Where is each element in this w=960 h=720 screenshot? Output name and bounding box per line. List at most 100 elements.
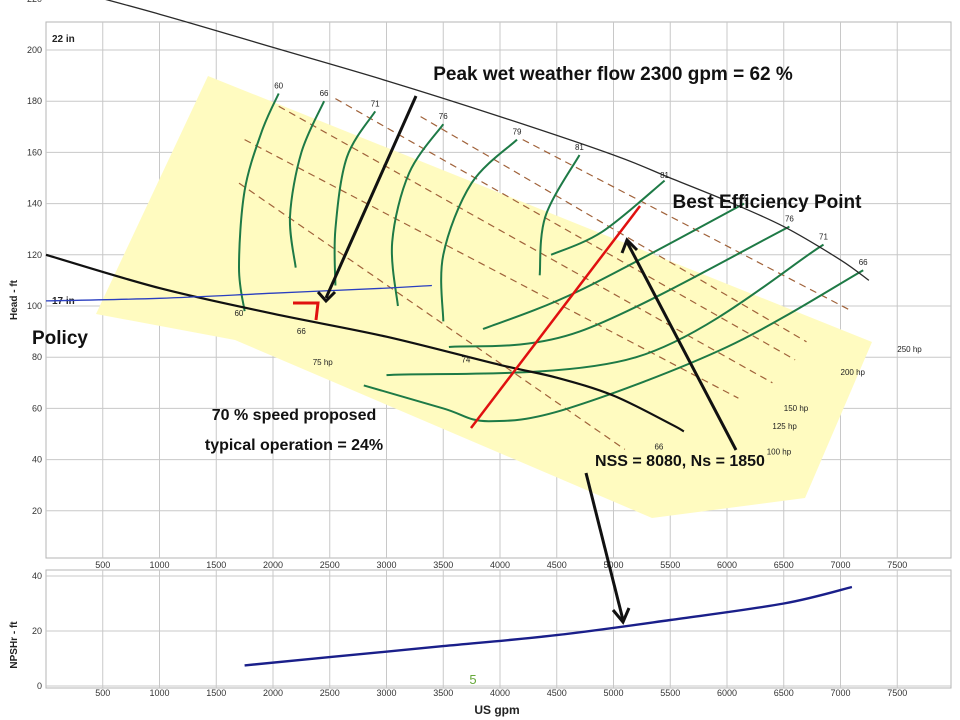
efficiency-curve	[363, 269, 864, 423]
efficiency-curve	[440, 138, 518, 322]
efficiency-label: 81	[575, 143, 584, 152]
bep-annotation: Best Efficiency Point	[673, 192, 863, 213]
peak-flow-arrowhead	[316, 290, 337, 304]
power-line-label: 100 hp	[767, 447, 792, 456]
x-tick-label: 1500	[206, 560, 226, 570]
efficiency-curve	[550, 179, 666, 256]
y-tick-label: 160	[27, 147, 42, 157]
y-tick-label: 80	[32, 352, 42, 362]
npsh-plot-area	[45, 569, 952, 689]
x-tick-label: 4500	[547, 688, 567, 698]
x-tick-label: 5500	[660, 688, 680, 698]
impeller-label-22in: 22 in	[52, 34, 75, 45]
x-tick-label: 5500	[660, 560, 680, 570]
system-curve	[45, 284, 432, 302]
efficiency-curve	[482, 202, 745, 330]
speed-annotation-line2: typical operation = 24%	[205, 437, 383, 454]
system-curve-layer	[45, 284, 432, 302]
x-tick-label: 5000	[603, 560, 623, 570]
head-axis-label: Head - ft	[9, 279, 20, 320]
efficiency-label: 66	[859, 258, 868, 267]
power-line	[238, 182, 626, 450]
x-tick-label: 2500	[320, 560, 340, 570]
x-tick-label: 6500	[774, 688, 794, 698]
impeller-curve-22in	[105, 0, 870, 281]
y-tick-label: 200	[27, 45, 42, 55]
x-tick-label: 500	[95, 560, 110, 570]
x-tick-label: 7000	[830, 560, 850, 570]
x-tick-label: 3000	[376, 688, 396, 698]
efficiency-label: 66	[297, 327, 306, 336]
efficiency-label: 71	[371, 99, 380, 108]
efficiency-label: 79	[740, 194, 749, 203]
efficiency-label: 74	[461, 355, 470, 364]
npshr-curve-layer	[244, 585, 853, 667]
bep-arrow	[625, 241, 738, 451]
chart-labels: 60 66 71 76 79 81 81 79 76 71 66 60 66 74 66	[234, 81, 868, 451]
power-line-label: 150 hp	[784, 404, 809, 413]
x-tick-label: 4000	[490, 560, 510, 570]
power-line	[522, 139, 853, 312]
y-tick-label: 60	[32, 403, 42, 413]
x-tick-label: 3500	[433, 688, 453, 698]
y-tick-label: 120	[27, 250, 42, 260]
x-tick-label: 4000	[490, 688, 510, 698]
y-tick-label: 220	[27, 0, 42, 4]
nss-arrow	[584, 472, 625, 621]
power-line-label: 200 hp	[841, 368, 866, 377]
flow-axis-label: US gpm	[474, 703, 519, 717]
x-tick-label: 2500	[320, 688, 340, 698]
efficiency-label: 71	[819, 232, 828, 241]
efficiency-curve	[386, 243, 825, 377]
efficiency-curves	[237, 93, 864, 423]
x-tick-label: 6000	[717, 688, 737, 698]
x-tick-label: 3500	[433, 560, 453, 570]
efficiency-label: 66	[320, 89, 329, 98]
npshr-axis-label: NPSHr - ft	[9, 621, 20, 669]
peak-flow-arrow	[324, 95, 418, 299]
bep-line	[470, 205, 641, 429]
efficiency-curve	[538, 154, 581, 276]
y-tick-label: 180	[27, 96, 42, 106]
x-tick-label: 1000	[149, 560, 169, 570]
efficiency-curve	[237, 93, 280, 312]
efficiency-curve	[448, 225, 790, 348]
x-tick-label: 4500	[547, 560, 567, 570]
speed-annotation-line1: 70 % speed proposed	[212, 407, 377, 424]
y-tick-label: 40	[32, 571, 42, 581]
power-line-label: 125 hp	[772, 422, 797, 431]
efficiency-label: 76	[439, 112, 448, 121]
x-tick-label: 7500	[887, 688, 907, 698]
y-tick-label: 20	[32, 506, 42, 516]
x-tick-label: 6000	[717, 560, 737, 570]
y-tick-label: 40	[32, 455, 42, 465]
operating-region	[96, 76, 872, 518]
impeller-curve-17in	[45, 253, 685, 433]
power-lines: 75 hp 100 hp 125 hp 150 hp 200 hp 250 hp	[238, 98, 922, 456]
x-tick-label: 1000	[149, 688, 169, 698]
policy-annotation: Policy	[32, 328, 88, 349]
power-line-label: 75 hp	[313, 358, 334, 367]
efficiency-label: 66	[654, 442, 663, 451]
page-number: 5	[469, 672, 476, 687]
nss-arrowhead	[611, 607, 631, 625]
efficiency-label: 79	[513, 127, 522, 136]
peak-flow-annotation: Peak wet weather flow 2300 gpm = 62 %	[433, 64, 793, 85]
efficiency-curve	[390, 123, 445, 307]
nss-annotation: NSS = 8080, Ns = 1850	[595, 453, 765, 470]
power-line	[420, 116, 807, 343]
x-tick-label: 7500	[887, 560, 907, 570]
y-tick-label: 20	[32, 626, 42, 636]
power-line	[244, 139, 739, 399]
efficiency-curve	[333, 110, 377, 286]
x-tick-label: 500	[95, 688, 110, 698]
efficiency-label: 60	[234, 309, 243, 318]
x-tick-label: 2000	[263, 688, 283, 698]
x-tick-label: 7000	[830, 688, 850, 698]
x-tick-label: 1500	[206, 688, 226, 698]
y-tick-label: 100	[27, 301, 42, 311]
power-line	[335, 98, 796, 361]
efficiency-curve	[288, 100, 326, 268]
efficiency-label: 76	[785, 215, 794, 224]
